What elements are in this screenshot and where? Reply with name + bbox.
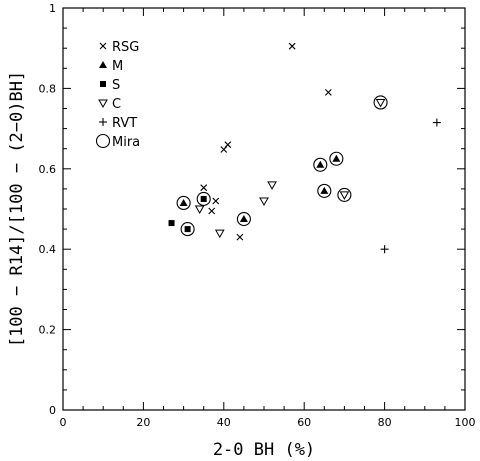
legend-label: Mira <box>112 135 140 150</box>
x-marker <box>236 233 244 241</box>
x-marker <box>99 42 107 50</box>
x-marker <box>324 89 332 96</box>
axis-ticks <box>62 7 466 411</box>
plot-frame <box>62 7 466 411</box>
circle-marker <box>176 195 191 211</box>
y-axis-title: [100 − R14]/[100 − (2−0)BH] <box>7 71 27 347</box>
circle-marker <box>95 133 111 149</box>
x-tick-label: 60 <box>297 416 311 429</box>
plus-marker <box>432 118 441 127</box>
circle-marker <box>196 191 211 206</box>
open-triangle-marker <box>259 197 269 206</box>
data-points <box>168 42 441 254</box>
filled-triangle-marker <box>332 154 341 162</box>
open-triangle-marker <box>339 191 350 200</box>
x-tick-labels: 0 20 40 60 80 100 <box>60 416 476 429</box>
filled-triangle-marker <box>316 160 325 168</box>
x-marker <box>224 141 232 149</box>
x-marker <box>220 146 228 153</box>
circle-marker <box>329 151 344 166</box>
legend-label: RVT <box>112 116 137 131</box>
filled-square-marker <box>200 195 207 202</box>
y-tick-label: 0.6 <box>39 163 57 176</box>
open-triangle-marker <box>98 99 108 109</box>
filled-triangle-marker <box>99 61 107 68</box>
x-axis-title: 2-0 BH (%) <box>213 440 315 460</box>
x-marker <box>212 197 220 205</box>
circle-marker <box>313 157 328 172</box>
x-tick-label: 80 <box>378 416 392 429</box>
filled-square-marker <box>100 81 106 87</box>
y-tick-label: 0.8 <box>39 82 57 95</box>
filled-square-marker <box>168 220 175 227</box>
y-tick-labels: 0 0.2 0.4 0.6 0.8 1 <box>39 2 57 417</box>
legend-label: M <box>112 59 123 74</box>
y-tick-label: 1 <box>49 2 56 15</box>
open-triangle-marker <box>194 205 205 215</box>
x-tick-label: 100 <box>455 416 476 429</box>
y-tick-label: 0 <box>49 404 56 417</box>
open-triangle-marker <box>214 229 225 239</box>
y-tick-label: 0.2 <box>39 324 57 337</box>
circle-marker <box>317 183 332 198</box>
filled-square-marker <box>184 226 191 233</box>
open-triangle-marker <box>375 98 386 108</box>
plus-marker <box>380 245 389 254</box>
x-tick-label: 40 <box>217 416 231 429</box>
x-tick-label: 0 <box>60 416 67 429</box>
legend-label: C <box>112 97 121 112</box>
filled-triangle-marker <box>239 215 248 223</box>
x-marker <box>200 184 208 192</box>
circle-marker <box>236 212 251 227</box>
filled-triangle-marker <box>179 198 188 206</box>
legend: RSG MSC RVT Mira <box>95 40 140 150</box>
filled-triangle-marker <box>320 186 329 194</box>
x-marker <box>208 207 216 215</box>
y-tick-label: 0.4 <box>39 243 57 256</box>
legend-label: S <box>112 78 120 93</box>
x-tick-label: 20 <box>136 416 150 429</box>
circle-marker <box>180 222 195 237</box>
plus-marker <box>99 118 107 126</box>
x-marker <box>288 42 296 50</box>
legend-label: RSG <box>112 40 139 55</box>
open-triangle-marker <box>267 181 277 190</box>
circle-marker <box>337 187 352 202</box>
circle-marker <box>373 95 388 110</box>
